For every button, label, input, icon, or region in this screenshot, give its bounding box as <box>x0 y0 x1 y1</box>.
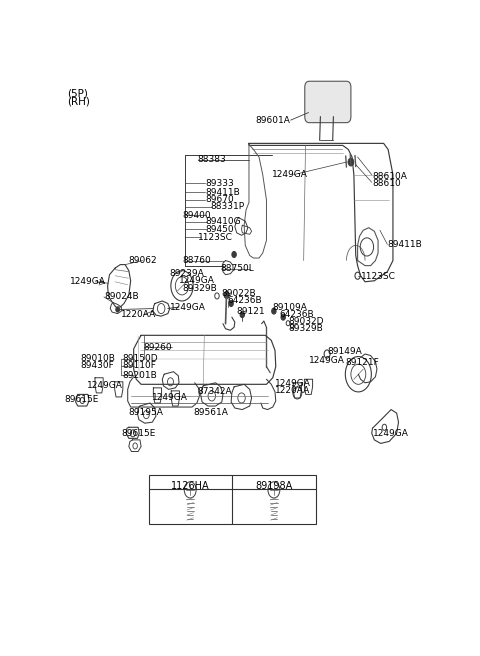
Text: 89010B: 89010B <box>81 354 115 363</box>
Text: 89150D: 89150D <box>122 354 158 363</box>
Bar <box>148 475 316 524</box>
Text: 89121: 89121 <box>236 306 264 316</box>
Text: 89329B: 89329B <box>183 284 217 293</box>
Text: 88383: 88383 <box>198 155 227 164</box>
Text: 89024B: 89024B <box>104 293 139 301</box>
Circle shape <box>240 312 244 318</box>
Text: 89032D: 89032D <box>288 317 324 325</box>
Text: 88610: 88610 <box>372 179 401 188</box>
Text: 89410G: 89410G <box>205 217 240 226</box>
Circle shape <box>272 308 276 314</box>
Text: 64236B: 64236B <box>228 297 262 306</box>
Text: 64236B: 64236B <box>279 310 314 319</box>
Text: 89062: 89062 <box>129 256 157 265</box>
Circle shape <box>116 307 120 312</box>
Text: 89149A: 89149A <box>327 347 362 356</box>
Circle shape <box>281 314 286 320</box>
Text: 89430F: 89430F <box>81 361 114 370</box>
Text: 88610A: 88610A <box>372 172 408 180</box>
Text: 1249GA: 1249GA <box>170 302 205 312</box>
Text: 89670: 89670 <box>205 195 234 205</box>
Text: 89615E: 89615E <box>121 429 156 438</box>
Text: 89201B: 89201B <box>122 371 157 380</box>
Text: 88760: 88760 <box>183 256 212 265</box>
Circle shape <box>232 251 236 258</box>
Text: 89022B: 89022B <box>222 289 256 298</box>
Text: 89411B: 89411B <box>205 188 240 197</box>
Text: 1123SC: 1123SC <box>198 233 232 242</box>
Text: 89260: 89260 <box>144 343 172 352</box>
Text: 89198A: 89198A <box>255 482 292 491</box>
Text: 89561A: 89561A <box>193 407 228 417</box>
Text: 1220AA: 1220AA <box>121 310 156 319</box>
Text: 1249GA: 1249GA <box>71 277 106 286</box>
Text: 1220AA: 1220AA <box>275 386 310 396</box>
Text: 1249GA: 1249GA <box>152 394 188 402</box>
Text: 1249GA: 1249GA <box>275 379 311 388</box>
Text: (5P): (5P) <box>67 89 87 99</box>
Text: 89333: 89333 <box>205 179 234 188</box>
Text: 1249GA: 1249GA <box>87 381 123 390</box>
Text: 1123SC: 1123SC <box>361 272 396 281</box>
Text: 89195A: 89195A <box>129 407 164 417</box>
FancyBboxPatch shape <box>305 81 351 123</box>
Text: 88331P: 88331P <box>211 202 245 211</box>
Text: 89239A: 89239A <box>170 269 204 277</box>
Circle shape <box>229 300 233 306</box>
Text: 89615E: 89615E <box>65 395 99 404</box>
Text: 89601A: 89601A <box>256 115 290 125</box>
Circle shape <box>224 291 229 298</box>
Text: 1249GA: 1249GA <box>272 170 308 179</box>
Text: 87342A: 87342A <box>197 387 231 396</box>
Text: 89329B: 89329B <box>288 324 323 333</box>
Text: 88750L: 88750L <box>220 264 254 273</box>
Text: 89400: 89400 <box>183 211 211 220</box>
Text: 1126HA: 1126HA <box>171 482 209 491</box>
Text: 89109A: 89109A <box>272 302 307 312</box>
Text: 89110F: 89110F <box>122 361 156 370</box>
Text: 89121F: 89121F <box>346 358 380 367</box>
Text: 89450: 89450 <box>205 225 234 234</box>
Text: 1249GA: 1249GA <box>179 276 215 285</box>
Text: 1249GA: 1249GA <box>309 356 344 365</box>
Text: (RH): (RH) <box>67 96 90 106</box>
Text: 89411B: 89411B <box>387 240 422 249</box>
Circle shape <box>348 158 354 166</box>
Text: 1249GA: 1249GA <box>372 429 408 438</box>
